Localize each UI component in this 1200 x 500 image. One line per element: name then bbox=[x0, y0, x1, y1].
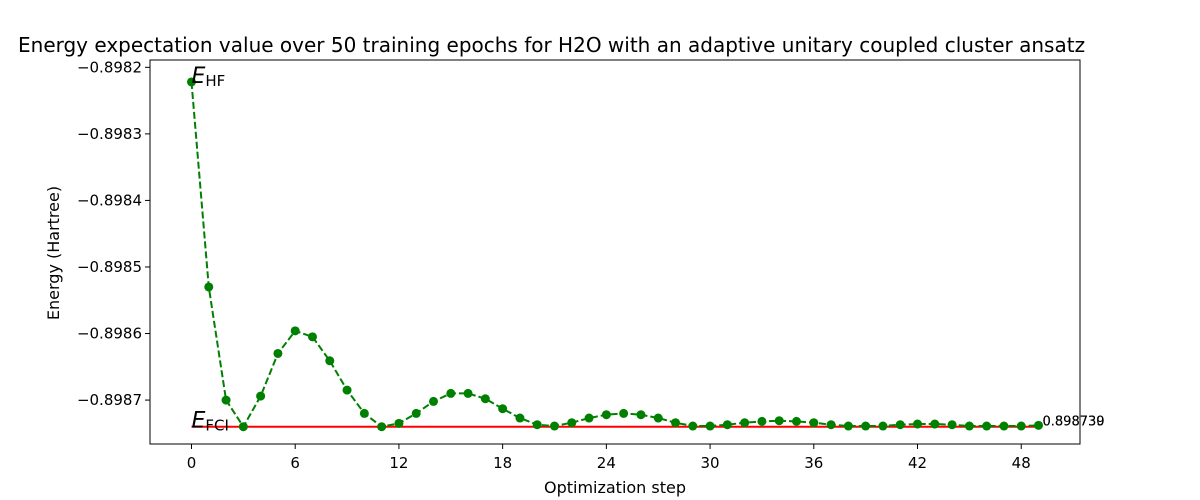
data-point bbox=[394, 418, 404, 428]
energy-annotation: EFCI bbox=[191, 409, 228, 435]
x-tick-label: 18 bbox=[493, 454, 512, 472]
data-point bbox=[964, 421, 974, 431]
plot-area bbox=[149, 59, 1081, 445]
y-tick-label: −0.8985 bbox=[77, 258, 142, 276]
y-tick-label: −0.8982 bbox=[77, 58, 142, 76]
x-tick-label: 42 bbox=[908, 454, 927, 472]
data-point bbox=[204, 282, 214, 292]
y-tick-label: −0.8984 bbox=[77, 191, 142, 209]
data-point bbox=[705, 421, 715, 431]
data-point bbox=[671, 418, 681, 428]
data-point bbox=[740, 418, 750, 428]
data-point bbox=[290, 326, 300, 336]
energy-series-line bbox=[190, 81, 1039, 429]
data-point bbox=[843, 421, 853, 431]
y-tick-label: −0.8987 bbox=[77, 391, 142, 409]
data-point bbox=[809, 418, 819, 428]
data-point bbox=[878, 421, 888, 431]
data-point bbox=[463, 388, 473, 398]
data-point bbox=[947, 420, 957, 430]
data-point bbox=[256, 391, 266, 401]
y-tick-label: −0.8986 bbox=[77, 325, 142, 343]
x-tick-label: 36 bbox=[804, 454, 823, 472]
x-tick-label: 24 bbox=[597, 454, 616, 472]
data-point bbox=[377, 422, 387, 432]
data-point bbox=[826, 420, 836, 430]
data-point bbox=[982, 421, 992, 431]
data-point bbox=[1016, 421, 1026, 431]
data-point bbox=[1034, 420, 1044, 430]
data-point bbox=[930, 419, 940, 429]
data-point bbox=[446, 388, 456, 398]
x-tick-label: 48 bbox=[1012, 454, 1031, 472]
final-value-label: 0.898730 bbox=[1043, 414, 1105, 429]
data-point bbox=[498, 404, 508, 414]
plot-frame bbox=[149, 59, 1081, 445]
data-point bbox=[221, 395, 231, 405]
data-point bbox=[619, 408, 629, 418]
data-point bbox=[895, 420, 905, 430]
data-point bbox=[567, 418, 577, 428]
data-point bbox=[359, 408, 369, 418]
energy-annotation: EHF bbox=[191, 64, 225, 90]
y-tick-label: −0.8983 bbox=[77, 125, 142, 143]
data-point bbox=[913, 419, 923, 429]
data-point bbox=[584, 413, 594, 423]
y-axis: −0.8982 −0.8983 −0.8984 −0.8985 −0.8986 −0.89… bbox=[77, 58, 150, 409]
data-point bbox=[428, 396, 438, 406]
data-point bbox=[532, 420, 542, 430]
data-point bbox=[549, 421, 559, 431]
data-point bbox=[774, 416, 784, 426]
x-tick-label: 0 bbox=[187, 454, 197, 472]
data-point bbox=[861, 421, 871, 431]
x-tick-label: 30 bbox=[701, 454, 720, 472]
data-point bbox=[325, 356, 335, 366]
x-tick-label: 12 bbox=[389, 454, 408, 472]
data-point bbox=[342, 385, 352, 395]
chart-title: Energy expectation value over 50 trainin… bbox=[18, 33, 1085, 57]
data-point bbox=[792, 416, 802, 426]
data-point bbox=[515, 413, 525, 423]
y-axis-label: Energy (Hartree) bbox=[44, 186, 63, 320]
final-value-label: 0.898739 bbox=[1043, 414, 1105, 429]
data-point bbox=[636, 410, 646, 420]
x-axis: 0 6 12 18 24 30 36 42 48 bbox=[187, 444, 1031, 472]
data-point bbox=[601, 410, 611, 420]
data-point bbox=[411, 408, 421, 418]
data-point bbox=[999, 421, 1009, 431]
data-point bbox=[238, 422, 248, 432]
data-point bbox=[273, 348, 283, 358]
data-point bbox=[722, 420, 732, 430]
data-point bbox=[480, 394, 490, 404]
x-axis-label: Optimization step bbox=[544, 478, 686, 497]
data-point bbox=[688, 421, 698, 431]
data-point bbox=[307, 332, 317, 342]
x-tick-label: 6 bbox=[290, 454, 300, 472]
data-point bbox=[653, 413, 663, 423]
series-layer bbox=[186, 77, 1044, 432]
data-point bbox=[757, 416, 767, 426]
data-point bbox=[186, 77, 196, 87]
